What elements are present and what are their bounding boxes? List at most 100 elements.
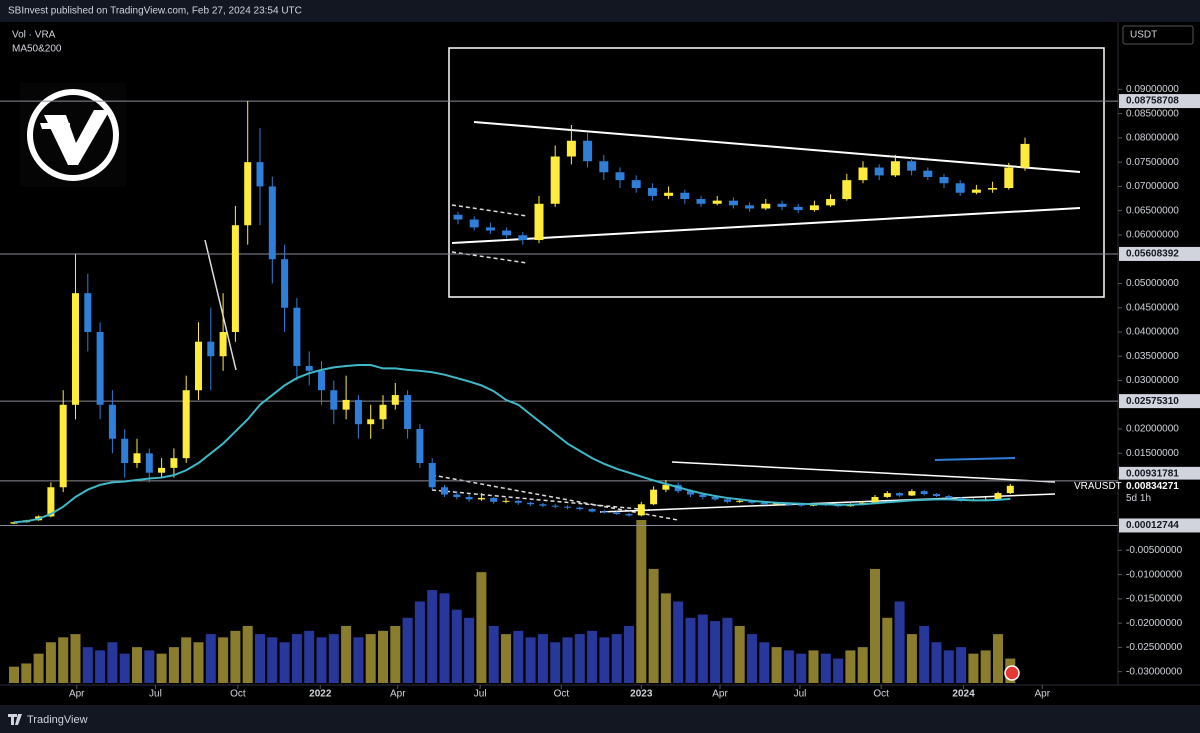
candle-body (170, 458, 178, 468)
trend-wick (204, 239, 237, 371)
candle-body (777, 203, 787, 207)
volume-bar (193, 642, 204, 683)
volume-bar (119, 653, 130, 683)
volume-bar (906, 634, 917, 683)
volume-bar (943, 650, 954, 683)
candle-body (797, 504, 805, 506)
volume-bar (648, 568, 659, 683)
logo-v (40, 110, 110, 165)
level-label-bg (1119, 94, 1200, 109)
y-tick-label: -0.02000000 (1126, 618, 1183, 629)
x-tick-label: Apr (69, 689, 85, 700)
candle-body (599, 161, 609, 173)
candle-body (711, 496, 719, 500)
candle-body (939, 176, 949, 184)
x-tick-label: 2022 (309, 689, 332, 700)
volume-bar (587, 630, 598, 683)
candle-body (72, 293, 79, 405)
candle-body (583, 140, 593, 162)
candle-body (680, 192, 690, 200)
volume-bar (33, 653, 44, 683)
legend-volume: Vol · VRA (12, 30, 56, 41)
y-tick-label: 0.08000000 (1126, 133, 1179, 144)
candle-body (793, 206, 803, 211)
volume-bar (156, 653, 167, 683)
candle-body (305, 365, 313, 371)
symbol-label: VRAUSDT (1074, 481, 1122, 492)
trend-blue (934, 457, 1016, 461)
last-price-label: 0.00834271 (1126, 481, 1179, 492)
candle-body (712, 200, 722, 204)
x-tick-label: Apr (1034, 689, 1050, 700)
y-tick-label: 0.07500000 (1126, 157, 1179, 168)
candle-body (539, 504, 547, 506)
logo-ring (27, 89, 119, 181)
candle-body (133, 453, 141, 464)
level-label-bg (1119, 518, 1200, 533)
candle-body (293, 307, 301, 366)
volume-bar (501, 634, 511, 683)
candle-body (883, 493, 891, 497)
candle-body (728, 200, 738, 206)
candle-body (502, 500, 510, 502)
candle-body (96, 331, 104, 405)
candle-body (613, 512, 621, 514)
candle-body (342, 399, 350, 410)
y-tick-label: 0.06500000 (1126, 205, 1179, 216)
volume-bar (218, 637, 229, 683)
header-bar (0, 0, 1200, 22)
candle-body (871, 496, 879, 503)
candle-body (465, 496, 473, 500)
candle-body (534, 203, 544, 240)
candle-body (920, 491, 928, 495)
y-tick-label: 0.07000000 (1126, 181, 1179, 192)
volume-bar (488, 625, 499, 683)
y-tick-label: 0.04000000 (1126, 327, 1179, 338)
volume-bar (931, 642, 942, 683)
candle-body (760, 502, 768, 505)
level-label: 0.08758708 (1126, 96, 1179, 107)
y-tick-label: 0.03000000 (1126, 375, 1179, 386)
inset-dashed (451, 204, 528, 217)
candle-body (988, 188, 998, 190)
volume-bar (132, 647, 142, 683)
volume-bar (242, 625, 253, 683)
candle-body (745, 205, 755, 209)
y-tick-label: 0.08500000 (1126, 108, 1179, 119)
last-price-bg (1119, 479, 1200, 494)
volume-bar (341, 625, 352, 683)
candle-body (441, 487, 448, 495)
volume-bar (919, 625, 930, 683)
volume-bar (685, 617, 696, 683)
event-flag[interactable] (1004, 665, 1020, 681)
candle-body (108, 404, 116, 439)
y-tick-label: -0.01500000 (1126, 594, 1183, 605)
level-label: 0.00012744 (1126, 520, 1179, 531)
volume-bar (439, 593, 450, 683)
y-tick-label: 0.06000000 (1126, 230, 1179, 241)
candle-body (256, 162, 264, 187)
currency-box[interactable] (1122, 25, 1194, 45)
volume-bar (304, 630, 315, 683)
volume-bar (808, 650, 819, 683)
candle-body (923, 170, 933, 177)
volume-bar (796, 653, 807, 683)
volume-bar (414, 601, 425, 683)
candle-body (858, 167, 868, 181)
candle-body (379, 404, 387, 420)
volume-bar (316, 637, 327, 683)
ma-line (13, 363, 1011, 524)
volume-bar (291, 634, 302, 683)
candle-body (664, 192, 674, 196)
candle-body (59, 404, 67, 488)
y-tick-label: 0.04500000 (1126, 302, 1179, 313)
volume-bar (205, 634, 216, 683)
candle-body (890, 161, 900, 176)
volume-bar (747, 634, 757, 683)
y-tick-label: -0.03000000 (1126, 666, 1183, 677)
candle-body (564, 506, 571, 508)
candle-body (907, 161, 917, 171)
candle-body (566, 140, 576, 157)
y-tick-label: 0.02000000 (1126, 424, 1179, 435)
